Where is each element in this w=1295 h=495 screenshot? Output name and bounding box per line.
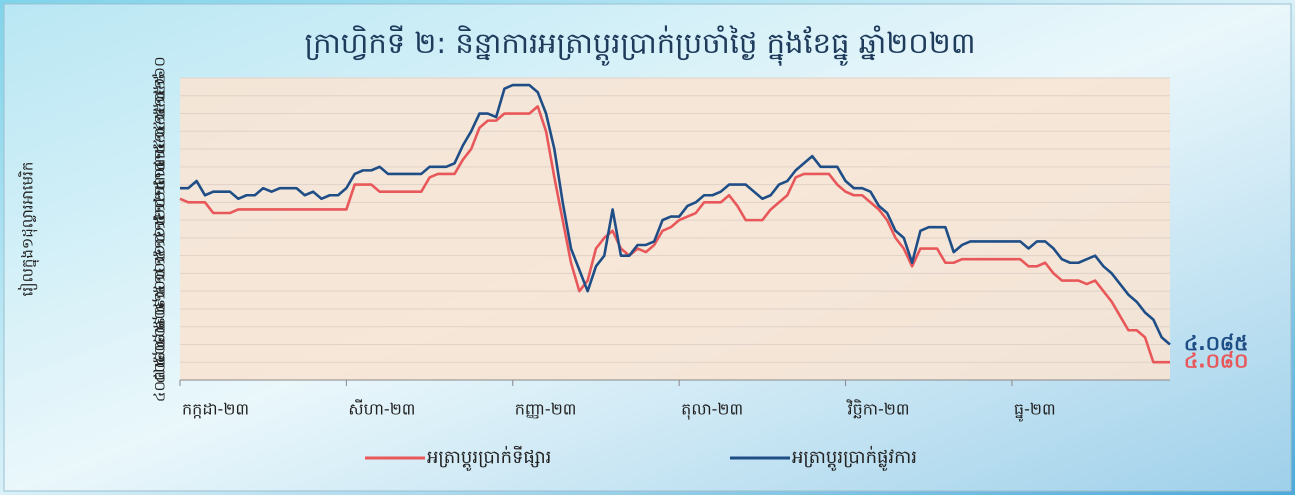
chart-title: ក្រាហ្វិកទី ២: និន្នាការអត្រាប្តូរប្រាក់… (305, 25, 976, 66)
y-tick-label: ៤០៧៥ (151, 358, 169, 402)
y-tick-label: ៤១០០ (151, 270, 169, 313)
y-tick-label: ៤០៨៥ (151, 323, 169, 365)
x-tick-label: សីហា-២៣ (348, 399, 415, 419)
y-tick-label: ៤០៨០ (151, 341, 169, 383)
y-tick-label: ៤១៦០ (151, 56, 169, 99)
y-tick-label: ៤០៩៥ (151, 288, 169, 330)
line (179, 105, 1170, 364)
y-tick-label: ៤១២០ (151, 198, 169, 242)
y-tick-label: ៤០៩០ (151, 305, 169, 347)
y-tick-label: ៤១៤៥ (151, 110, 169, 153)
y-tick-label: ៤១៥៥ (151, 74, 169, 117)
y-tick-label: ៤១២៥ (151, 180, 169, 224)
x-tick-label: វិច្ឆិកា-២៣ (846, 399, 910, 419)
line (180, 83, 1171, 346)
y-tick-label: ៤១១៥ (151, 216, 169, 260)
y-tick-label: ៤១១០ (151, 234, 169, 278)
data-label: ៤.០៨៥ (1184, 331, 1248, 355)
legend-label: អត្រាប្តូរប្រាក់ផ្លូវការ (792, 445, 917, 471)
y-tick-label: ៤១០៥ (151, 252, 169, 295)
y-axis-label: រៀលក្នុង១ដុល្លារអាមេរិក (18, 162, 40, 297)
data-label: ៤.០៨០ (1184, 349, 1248, 373)
y-tick-label: ៤១៣៥ (151, 144, 169, 189)
x-tick-label: កក្កដា-២៣ (182, 400, 249, 419)
y-tick-label: ៤១៤០ (151, 127, 169, 170)
plot-area (180, 78, 1170, 380)
legend-label: អត្រាប្តូរប្រាក់ទីផ្សារ (427, 445, 551, 471)
x-tick-label: ធ្នូ-២៣ (1014, 400, 1056, 423)
x-tick-label: តុលា-២៣ (681, 400, 743, 421)
y-tick-label: ៤១៥០ (151, 92, 169, 135)
x-tick-label: កញ្ញា-២៣ (515, 400, 577, 419)
y-tick-label: ៤១៣០ (151, 162, 169, 207)
